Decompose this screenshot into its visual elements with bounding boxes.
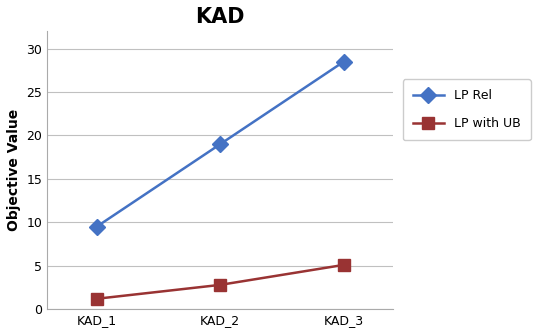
Line: LP with UB: LP with UB <box>91 259 349 304</box>
LP Rel <box>217 142 223 146</box>
Title: KAD: KAD <box>195 7 245 27</box>
Line: LP Rel: LP Rel <box>91 56 349 232</box>
LP Rel <box>93 225 100 229</box>
LP with UB <box>217 283 223 287</box>
LP with UB <box>93 297 100 301</box>
LP with UB <box>341 263 347 267</box>
LP Rel <box>341 60 347 64</box>
Y-axis label: Objective Value: Objective Value <box>7 109 21 231</box>
Legend: LP Rel, LP with UB: LP Rel, LP with UB <box>403 79 531 140</box>
